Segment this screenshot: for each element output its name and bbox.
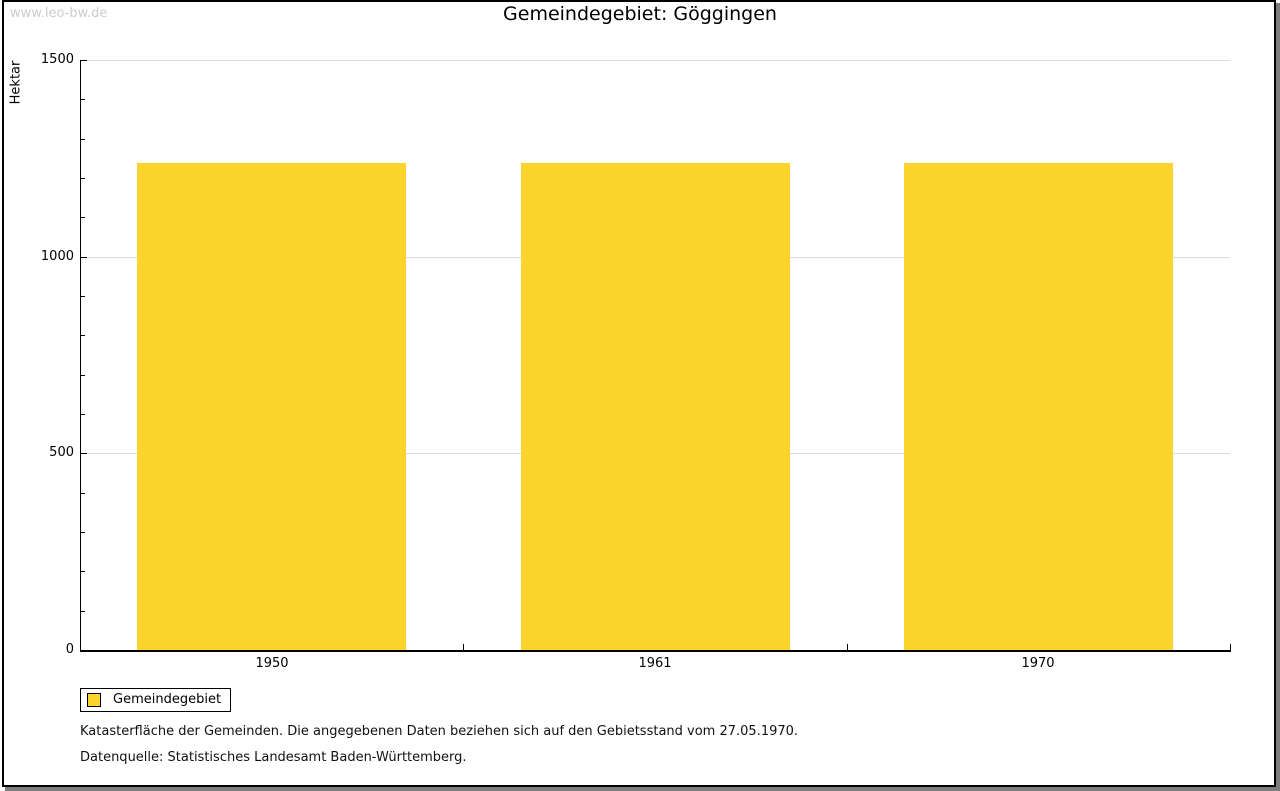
- y-minor-tick: [81, 571, 85, 572]
- y-axis-line: [80, 60, 81, 652]
- y-minor-tick: [81, 493, 85, 494]
- y-minor-tick: [81, 375, 85, 376]
- y-tick-label-0: 0: [65, 642, 74, 657]
- y-minor-tick: [81, 611, 85, 612]
- x-tick-label-1970: 1970: [1021, 656, 1055, 671]
- bar-1961: [521, 163, 790, 650]
- watermark: www.leo-bw.de: [10, 6, 108, 21]
- x-axis-line: [80, 650, 1231, 652]
- x-boundary-tick: [847, 644, 848, 650]
- y-tick-label-500: 500: [49, 445, 74, 460]
- legend-swatch: [87, 693, 101, 707]
- x-tick-label-1950: 1950: [255, 656, 289, 671]
- frame-shadow-right: [1276, 3, 1280, 791]
- bar-1970: [904, 163, 1173, 650]
- y-minor-tick: [81, 217, 85, 218]
- x-tick-label-1961: 1961: [638, 656, 672, 671]
- y-tick-label-1500: 1500: [40, 52, 74, 67]
- y-minor-tick: [81, 414, 85, 415]
- y-minor-tick: [81, 532, 85, 533]
- y-tick-label-1000: 1000: [40, 249, 74, 264]
- x-boundary-tick: [1230, 644, 1231, 650]
- y-major-tick-1500: [81, 60, 87, 61]
- chart-title: Gemeindegebiet: Göggingen: [503, 3, 777, 25]
- data-source: Datenquelle: Statistisches Landesamt Bad…: [80, 750, 467, 765]
- y-major-tick-1000: [81, 257, 87, 258]
- y-minor-tick: [81, 99, 85, 100]
- y-minor-tick: [81, 296, 85, 297]
- y-minor-tick: [81, 178, 85, 179]
- legend-label: Gemeindegebiet: [113, 692, 222, 707]
- footnote: Katasterfläche der Gemeinden. Die angege…: [80, 724, 799, 739]
- gridline-1500: [81, 60, 1230, 61]
- y-minor-tick: [81, 139, 85, 140]
- bar-1950: [137, 163, 406, 650]
- y-major-tick-500: [81, 453, 87, 454]
- frame-shadow-bottom: [5, 787, 1280, 791]
- x-boundary-tick: [463, 644, 464, 650]
- y-minor-tick: [81, 335, 85, 336]
- legend: Gemeindegebiet: [80, 688, 231, 712]
